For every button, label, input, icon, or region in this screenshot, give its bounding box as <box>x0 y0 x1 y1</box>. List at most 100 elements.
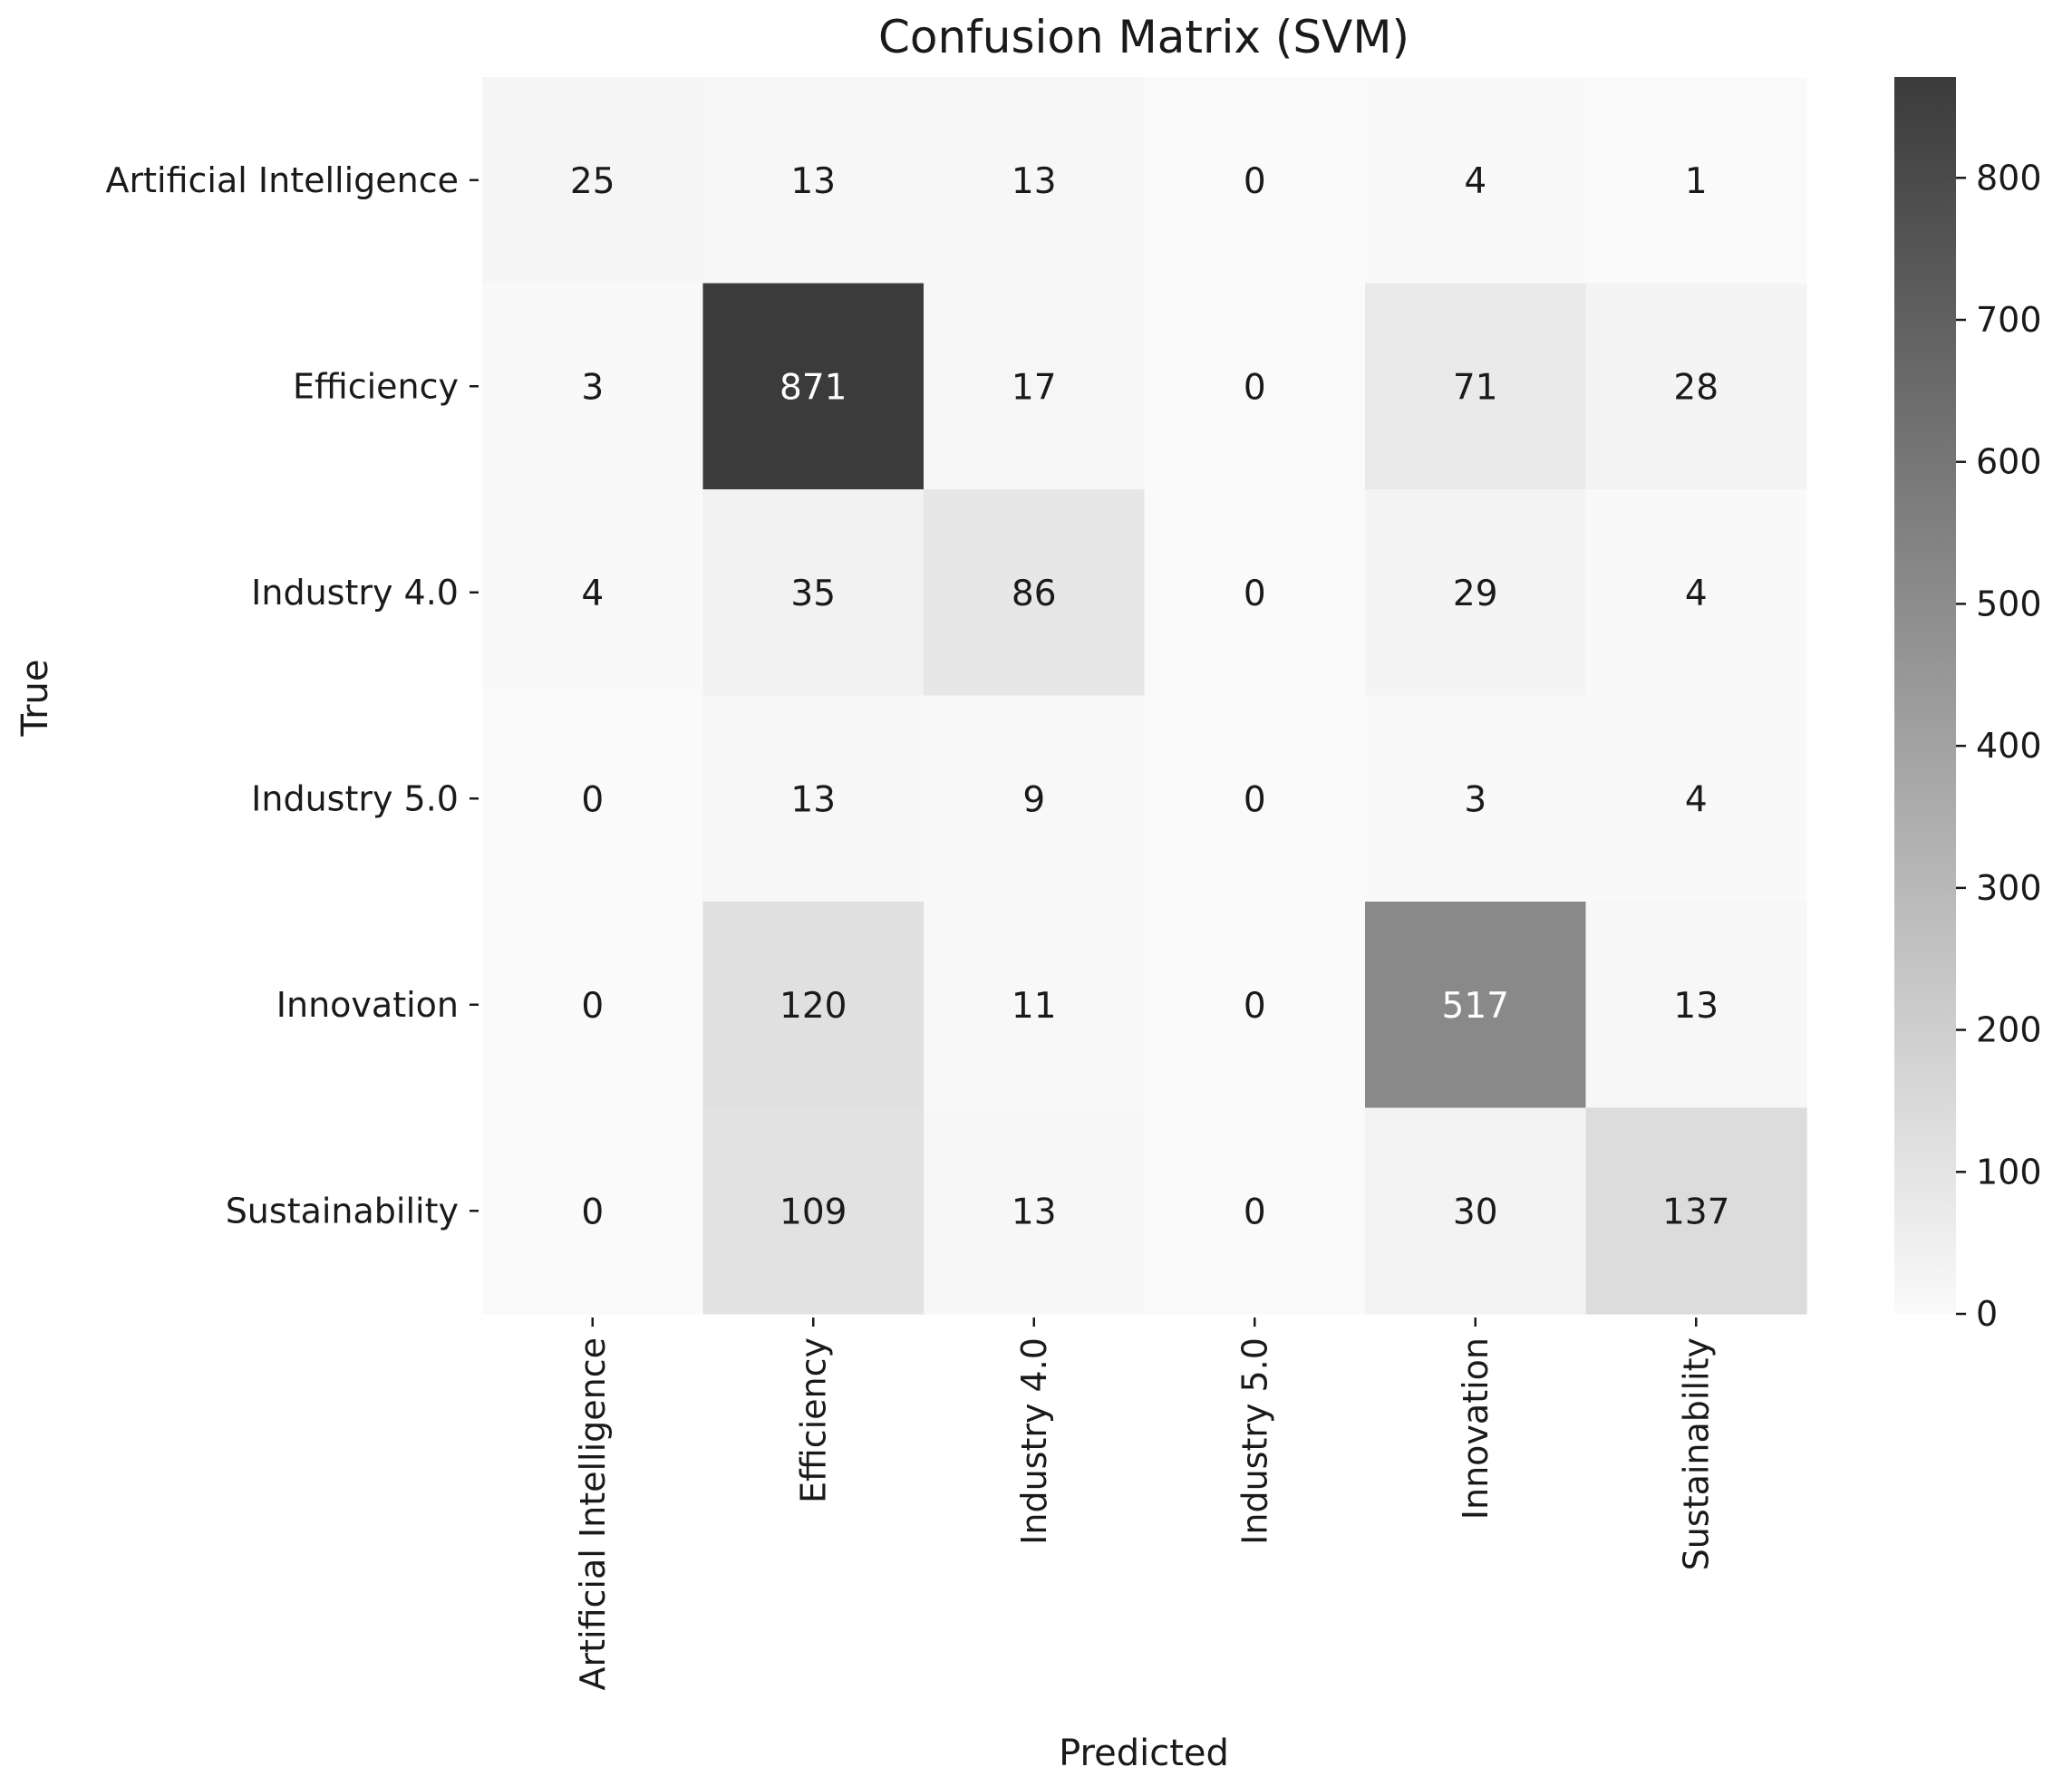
cell-2-2 <box>924 489 1146 697</box>
cell-5-4 <box>1365 1107 1587 1315</box>
cell-label-1-3: 0 <box>1244 367 1266 408</box>
cell-label-2-1: 35 <box>790 574 836 614</box>
cell-label-1-2: 17 <box>1012 367 1057 408</box>
cell-2-5 <box>1585 489 1807 697</box>
y-axis-ticks: Artificial Intelligence Efficiency Industr… <box>106 160 479 1231</box>
cell-label-5-5: 137 <box>1662 1192 1729 1232</box>
x-tick-industry-4-0: Industry 4.0 <box>1014 1337 1054 1545</box>
cell-label-1-1: 871 <box>779 367 847 408</box>
cell-label-1-5: 28 <box>1673 367 1719 408</box>
cell-3-3 <box>1144 695 1366 903</box>
cell-4-1 <box>702 902 925 1109</box>
x-axis-ticks: Artificial Intelligence Efficiency Industr… <box>573 1318 1716 1690</box>
cell-1-1 <box>702 283 925 490</box>
x-tick-industry-5-0: Industry 5.0 <box>1234 1337 1274 1545</box>
cell-label-4-5: 13 <box>1673 986 1719 1027</box>
cell-5-0 <box>482 1107 704 1315</box>
cell-label-2-3: 0 <box>1244 574 1266 614</box>
cell-label-2-2: 86 <box>1012 574 1057 614</box>
cell-0-0 <box>482 77 704 285</box>
cell-label-5-1: 109 <box>779 1192 847 1232</box>
cell-label-2-5: 4 <box>1685 574 1708 614</box>
cell-4-4 <box>1365 902 1587 1109</box>
cell-0-5 <box>1585 77 1807 285</box>
colorbar-tick-0: 0 <box>1976 1294 1998 1334</box>
cell-label-3-4: 3 <box>1464 779 1486 820</box>
cell-label-5-4: 30 <box>1453 1192 1498 1232</box>
colorbar-tick-100: 100 <box>1976 1152 2042 1192</box>
cell-1-3 <box>1144 283 1366 490</box>
cell-1-5 <box>1585 283 1807 490</box>
x-tick-innovation: Innovation <box>1456 1337 1496 1520</box>
cell-label-4-2: 11 <box>1012 986 1057 1027</box>
cell-label-4-4: 517 <box>1442 986 1509 1027</box>
colorbar-tick-300: 300 <box>1976 868 2042 908</box>
cell-label-5-3: 0 <box>1244 1192 1266 1232</box>
cell-3-5 <box>1585 695 1807 903</box>
cell-label-4-1: 120 <box>779 986 847 1027</box>
x-axis-label: Predicted <box>1059 1733 1229 1774</box>
cell-label-0-2: 13 <box>1012 161 1057 202</box>
cell-4-0 <box>482 902 704 1109</box>
cell-0-2 <box>924 77 1146 285</box>
cell-label-2-4: 29 <box>1453 574 1498 614</box>
cell-label-3-5: 4 <box>1685 779 1708 820</box>
cell-3-4 <box>1365 695 1587 903</box>
cell-2-1 <box>702 489 925 697</box>
cell-1-0 <box>482 283 704 490</box>
cell-label-1-4: 71 <box>1453 367 1498 408</box>
cell-3-0 <box>482 695 704 903</box>
cell-label-3-2: 9 <box>1022 779 1045 820</box>
cell-4-5 <box>1585 902 1807 1109</box>
y-tick-industry-4-0: Industry 4.0 <box>251 573 459 613</box>
cell-5-3 <box>1144 1107 1366 1315</box>
cell-4-3 <box>1144 902 1366 1109</box>
y-tick-industry-5-0: Industry 5.0 <box>251 778 459 818</box>
heatmap-cell-labels: 25 13 13 0 4 13 871 17 0 71 284 35 86 0 29 40 13 9 0 3 40 120… <box>570 161 1730 1233</box>
cell-label-2-0: 4 <box>581 574 604 614</box>
cell-3-2 <box>924 695 1146 903</box>
cell-2-3 <box>1144 489 1366 697</box>
cell-2-0 <box>482 489 704 697</box>
cell-1-2 <box>924 283 1146 490</box>
x-tick-efficiency: Efficiency <box>793 1337 833 1503</box>
cell-label-0-0: 25 <box>570 161 615 202</box>
cell-5-2 <box>924 1107 1146 1315</box>
cell-5-5 <box>1585 1107 1807 1315</box>
y-tick-efficiency: Efficiency <box>293 366 459 406</box>
cell-label-4-0: 0 <box>581 986 604 1027</box>
cell-1-4 <box>1365 283 1587 490</box>
colorbar <box>1894 77 1956 1314</box>
cell-label-0-3: 0 <box>1244 161 1266 202</box>
cell-2-4 <box>1365 489 1587 697</box>
colorbar-tick-600: 600 <box>1976 442 2042 482</box>
cell-label-3-3: 0 <box>1244 779 1266 820</box>
cell-label-0-1: 13 <box>790 161 836 202</box>
cell-label-3-1: 13 <box>790 779 836 820</box>
cell-label-5-2: 13 <box>1012 1192 1057 1232</box>
cell-label-5-0: 0 <box>581 1192 604 1232</box>
cell-label-1-0: 3 <box>581 367 604 408</box>
cell-label-4-3: 0 <box>1244 986 1266 1027</box>
colorbar-tick-800: 800 <box>1976 158 2042 198</box>
cell-0-1 <box>702 77 925 285</box>
colorbar-tick-700: 700 <box>1976 300 2042 340</box>
colorbar-tick-400: 400 <box>1976 726 2042 766</box>
x-tick-sustainability: Sustainability <box>1676 1337 1716 1570</box>
colorbar-ticks: 0 100 200 300 400 500 600 700 800 <box>1956 158 2042 1334</box>
colorbar-tick-200: 200 <box>1976 1010 2042 1050</box>
y-tick-sustainability: Sustainability <box>226 1191 459 1231</box>
cell-0-4 <box>1365 77 1587 285</box>
cell-4-2 <box>924 902 1146 1109</box>
cell-label-0-4: 4 <box>1464 161 1486 202</box>
y-tick-artificial-intelligence: Artificial Intelligence <box>106 160 459 200</box>
heatmap-cells <box>482 77 1807 1315</box>
cell-0-3 <box>1144 77 1366 285</box>
cell-label-0-5: 1 <box>1685 161 1708 202</box>
cell-5-1 <box>702 1107 925 1315</box>
colorbar-tick-500: 500 <box>1976 584 2042 623</box>
chart-title: Confusion Matrix (SVM) <box>878 11 1409 63</box>
y-tick-innovation: Innovation <box>276 985 459 1025</box>
y-axis-label: True <box>15 660 56 738</box>
